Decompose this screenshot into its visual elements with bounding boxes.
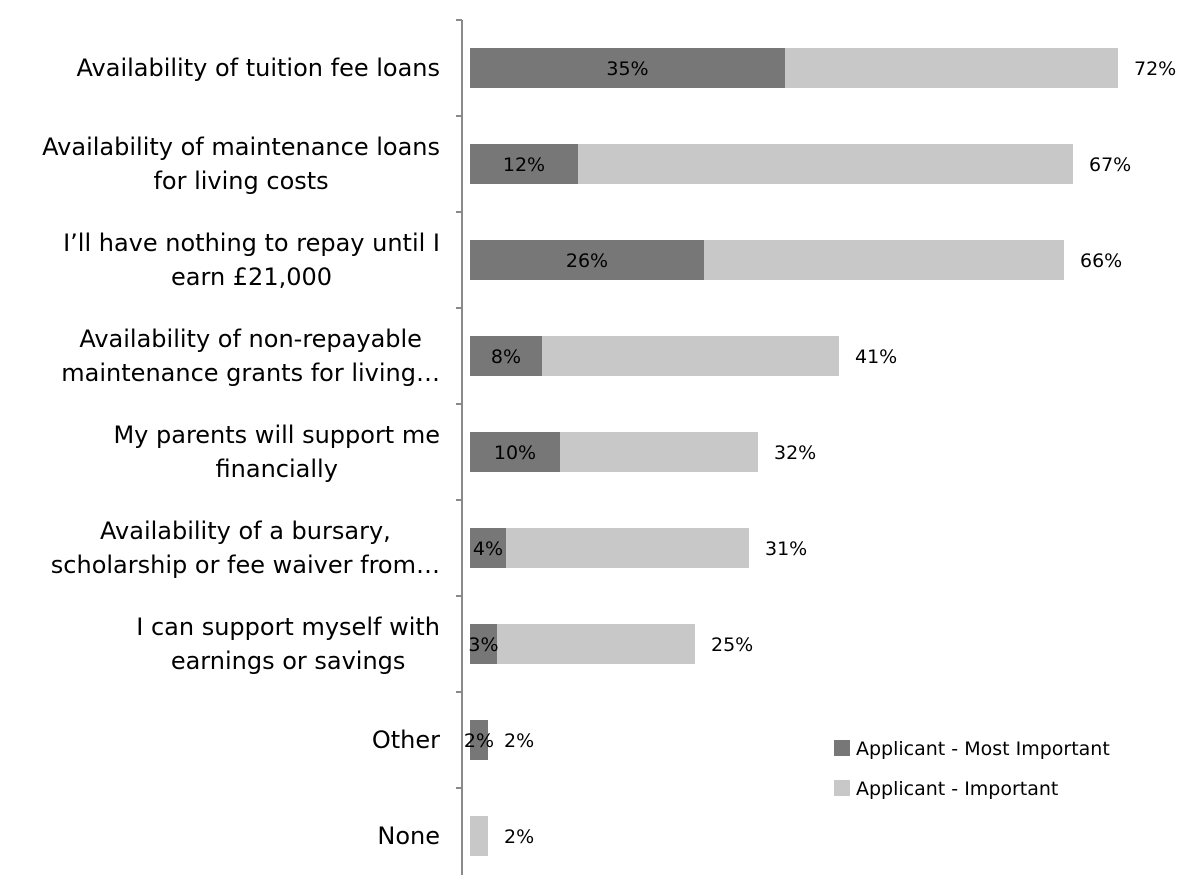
data-label-important: 41% [855, 346, 897, 368]
data-labels: 35% 72% 12% 67% 26% 66% 8% 41% 10% 32% 4% 31% 3% 25% 2… [464, 58, 1176, 848]
data-label-important: 66% [1080, 250, 1122, 272]
data-label-most-important: 26% [566, 250, 608, 272]
data-label-most-important: 10% [494, 442, 536, 464]
data-label-important: 67% [1089, 154, 1131, 176]
bar-most-important [470, 336, 542, 376]
category-label: Availability of tuition fee loans [77, 54, 440, 82]
legend: Applicant - Most Important Applicant - Im… [834, 738, 1110, 800]
category-label-line: scholarship or fee waiver from… [51, 551, 440, 579]
bar-important [470, 624, 695, 664]
category-label: Availability of a bursary, scholarship or… [51, 517, 440, 579]
data-label-important: 32% [774, 442, 816, 464]
data-label-most-important: 2% [464, 730, 494, 752]
data-label-most-important: 8% [491, 346, 521, 368]
category-label: Other [372, 726, 440, 754]
data-label-important: 31% [765, 538, 807, 560]
data-label-important: 2% [504, 826, 534, 848]
category-label: I can support myself with earnings or sav… [136, 613, 440, 675]
category-label-line: for living costs [153, 167, 328, 195]
category-label-line: earnings or savings [171, 647, 406, 675]
category-label-line: maintenance grants for living… [61, 359, 440, 387]
data-label-important: 2% [504, 730, 534, 752]
data-label-most-important: 3% [468, 634, 498, 656]
legend-swatch [834, 780, 850, 796]
category-label-line: My parents will support me [113, 421, 440, 449]
bar-most-important [470, 432, 560, 472]
category-label-line: earn £21,000 [171, 263, 332, 291]
data-label-most-important: 35% [606, 58, 648, 80]
legend-label: Applicant - Important [856, 778, 1058, 800]
category-label-line: I can support myself with [136, 613, 440, 641]
legend-label: Applicant - Most Important [856, 738, 1110, 760]
category-label: None [377, 822, 440, 850]
category-labels: Availability of tuition fee loans Availab… [42, 54, 440, 850]
bar-most-important [470, 720, 488, 760]
category-label-line: Availability of a bursary, [100, 517, 391, 545]
bar-most-important [470, 240, 704, 280]
bar-important [470, 528, 749, 568]
category-label-line: None [377, 822, 440, 850]
bars [470, 48, 1118, 856]
category-label-line: I’ll have nothing to repay until I [63, 229, 440, 257]
bar-important [470, 816, 488, 856]
bar-most-important [470, 144, 578, 184]
bar-most-important [470, 528, 506, 568]
category-label-line: financially [216, 455, 338, 483]
bar-most-important [470, 624, 497, 664]
data-label-most-important: 12% [503, 154, 545, 176]
category-label-line: Availability of maintenance loans [42, 133, 440, 161]
category-label: I’ll have nothing to repay until I earn £… [63, 229, 440, 291]
bar-most-important [470, 48, 785, 88]
category-label-line: Availability of non-repayable [79, 325, 422, 353]
category-axis [456, 19, 463, 875]
category-label: Availability of maintenance loans for liv… [42, 133, 440, 195]
category-label: My parents will support me financially [113, 421, 440, 483]
data-label-important: 25% [711, 634, 753, 656]
legend-swatch [834, 740, 850, 756]
category-label-line: Other [372, 726, 440, 754]
data-label-most-important: 4% [473, 538, 503, 560]
data-label-important: 72% [1134, 58, 1176, 80]
category-label-line: Availability of tuition fee loans [77, 54, 440, 82]
category-label: Availability of non-repayable maintenance… [61, 325, 440, 387]
